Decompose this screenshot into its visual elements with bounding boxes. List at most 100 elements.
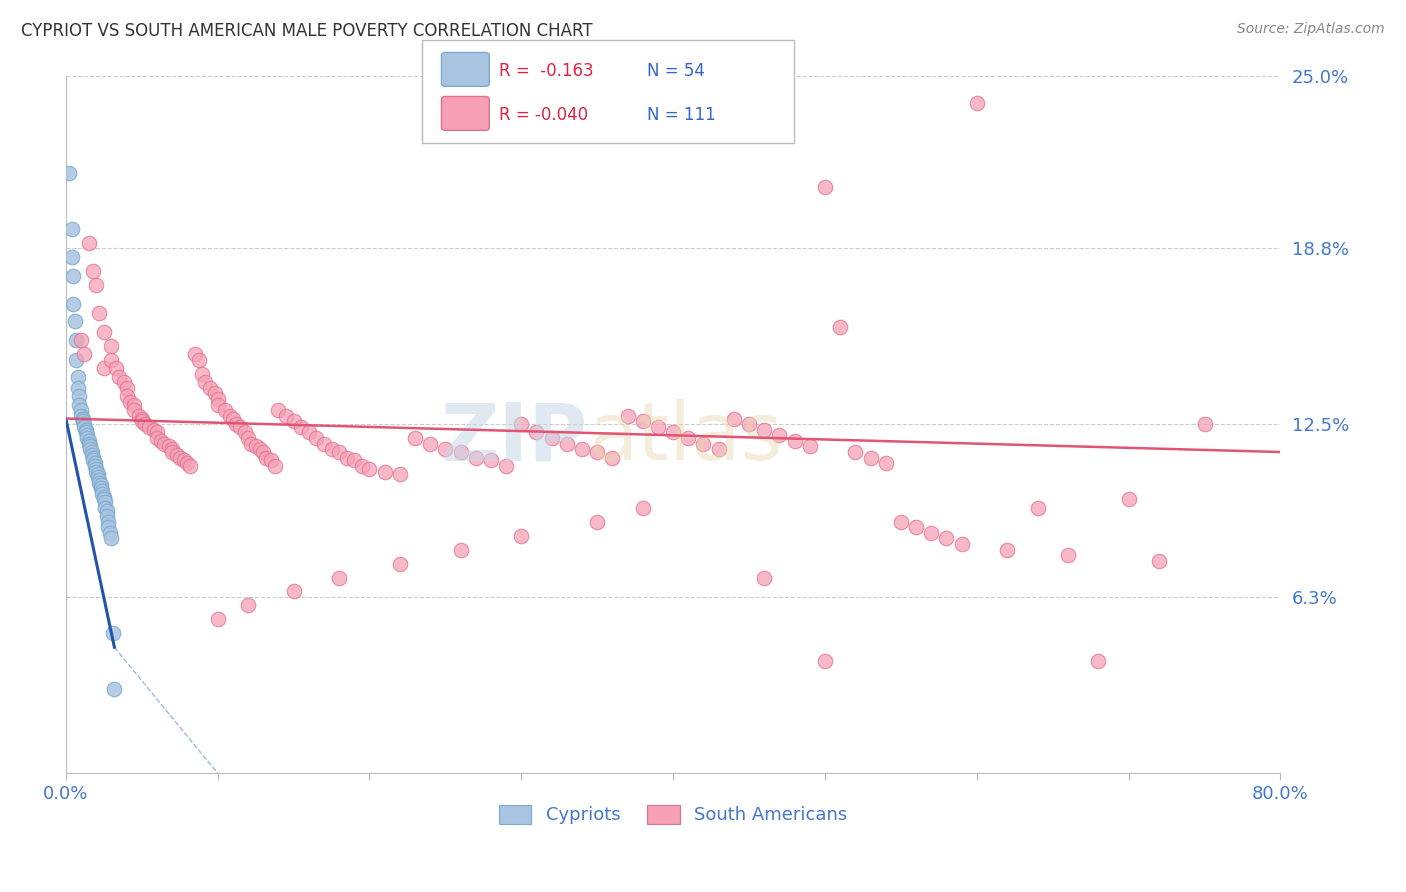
- Point: [131, 414, 153, 428]
- Point: [799, 439, 821, 453]
- Point: [1087, 654, 1109, 668]
- Point: [58, 166, 80, 180]
- Point: [222, 411, 245, 425]
- Point: [176, 456, 198, 470]
- Point: [101, 626, 124, 640]
- Point: [236, 431, 259, 445]
- Point: [65, 334, 87, 348]
- Point: [298, 425, 321, 440]
- Point: [754, 570, 776, 584]
- Point: [173, 453, 195, 467]
- Point: [966, 96, 988, 111]
- Point: [950, 537, 973, 551]
- Point: [93, 361, 115, 376]
- Point: [63, 314, 86, 328]
- Point: [495, 458, 517, 473]
- Point: [616, 409, 638, 423]
- Point: [160, 442, 183, 457]
- Point: [91, 484, 114, 499]
- Point: [77, 436, 100, 450]
- Point: [84, 465, 107, 479]
- Point: [328, 445, 350, 459]
- Point: [89, 475, 111, 490]
- Point: [84, 277, 107, 292]
- Point: [93, 325, 115, 339]
- Point: [388, 467, 411, 482]
- Text: R =  -0.163: R = -0.163: [499, 62, 593, 79]
- Point: [69, 389, 91, 403]
- Point: [146, 431, 169, 445]
- Point: [82, 453, 104, 467]
- Point: [233, 425, 256, 440]
- Point: [198, 381, 221, 395]
- Point: [245, 439, 267, 453]
- Point: [510, 529, 533, 543]
- Point: [122, 403, 145, 417]
- Point: [60, 250, 83, 264]
- Point: [290, 420, 312, 434]
- Point: [128, 409, 150, 423]
- Point: [328, 570, 350, 584]
- Point: [305, 431, 328, 445]
- Point: [72, 414, 94, 428]
- Point: [450, 445, 472, 459]
- Point: [814, 654, 837, 668]
- Point: [240, 436, 263, 450]
- Text: ZIP: ZIP: [441, 399, 588, 477]
- Point: [146, 425, 169, 440]
- Point: [283, 414, 305, 428]
- Point: [814, 180, 837, 194]
- Point: [166, 448, 188, 462]
- Point: [60, 222, 83, 236]
- Point: [100, 532, 122, 546]
- Point: [723, 411, 745, 425]
- Point: [73, 420, 96, 434]
- Point: [115, 389, 138, 403]
- Point: [540, 431, 562, 445]
- Point: [194, 376, 217, 390]
- Point: [844, 445, 866, 459]
- Point: [254, 450, 277, 465]
- Point: [157, 439, 180, 453]
- Point: [207, 398, 229, 412]
- Point: [1147, 554, 1170, 568]
- Point: [647, 420, 669, 434]
- Point: [83, 458, 105, 473]
- Point: [89, 305, 111, 319]
- Text: atlas: atlas: [588, 399, 783, 477]
- Point: [350, 458, 373, 473]
- Point: [236, 599, 259, 613]
- Point: [153, 436, 176, 450]
- Point: [336, 450, 359, 465]
- Point: [754, 423, 776, 437]
- Point: [150, 434, 173, 448]
- Point: [77, 235, 100, 250]
- Point: [388, 557, 411, 571]
- Point: [935, 532, 957, 546]
- Point: [191, 367, 214, 381]
- Point: [1057, 548, 1080, 562]
- Point: [83, 456, 105, 470]
- Point: [72, 411, 94, 425]
- Point: [82, 264, 104, 278]
- Point: [100, 353, 122, 368]
- Point: [207, 392, 229, 406]
- Point: [115, 381, 138, 395]
- Point: [97, 520, 120, 534]
- Point: [98, 525, 121, 540]
- Point: [768, 428, 790, 442]
- Point: [875, 456, 897, 470]
- Point: [66, 369, 89, 384]
- Point: [93, 492, 115, 507]
- Point: [80, 448, 103, 462]
- Point: [207, 612, 229, 626]
- Point: [920, 525, 942, 540]
- Point: [905, 520, 928, 534]
- Point: [450, 542, 472, 557]
- Point: [82, 450, 104, 465]
- Point: [75, 423, 97, 437]
- Point: [94, 500, 117, 515]
- Legend: Cypriots, South Americans: Cypriots, South Americans: [489, 796, 856, 833]
- Point: [264, 458, 287, 473]
- Point: [571, 442, 593, 457]
